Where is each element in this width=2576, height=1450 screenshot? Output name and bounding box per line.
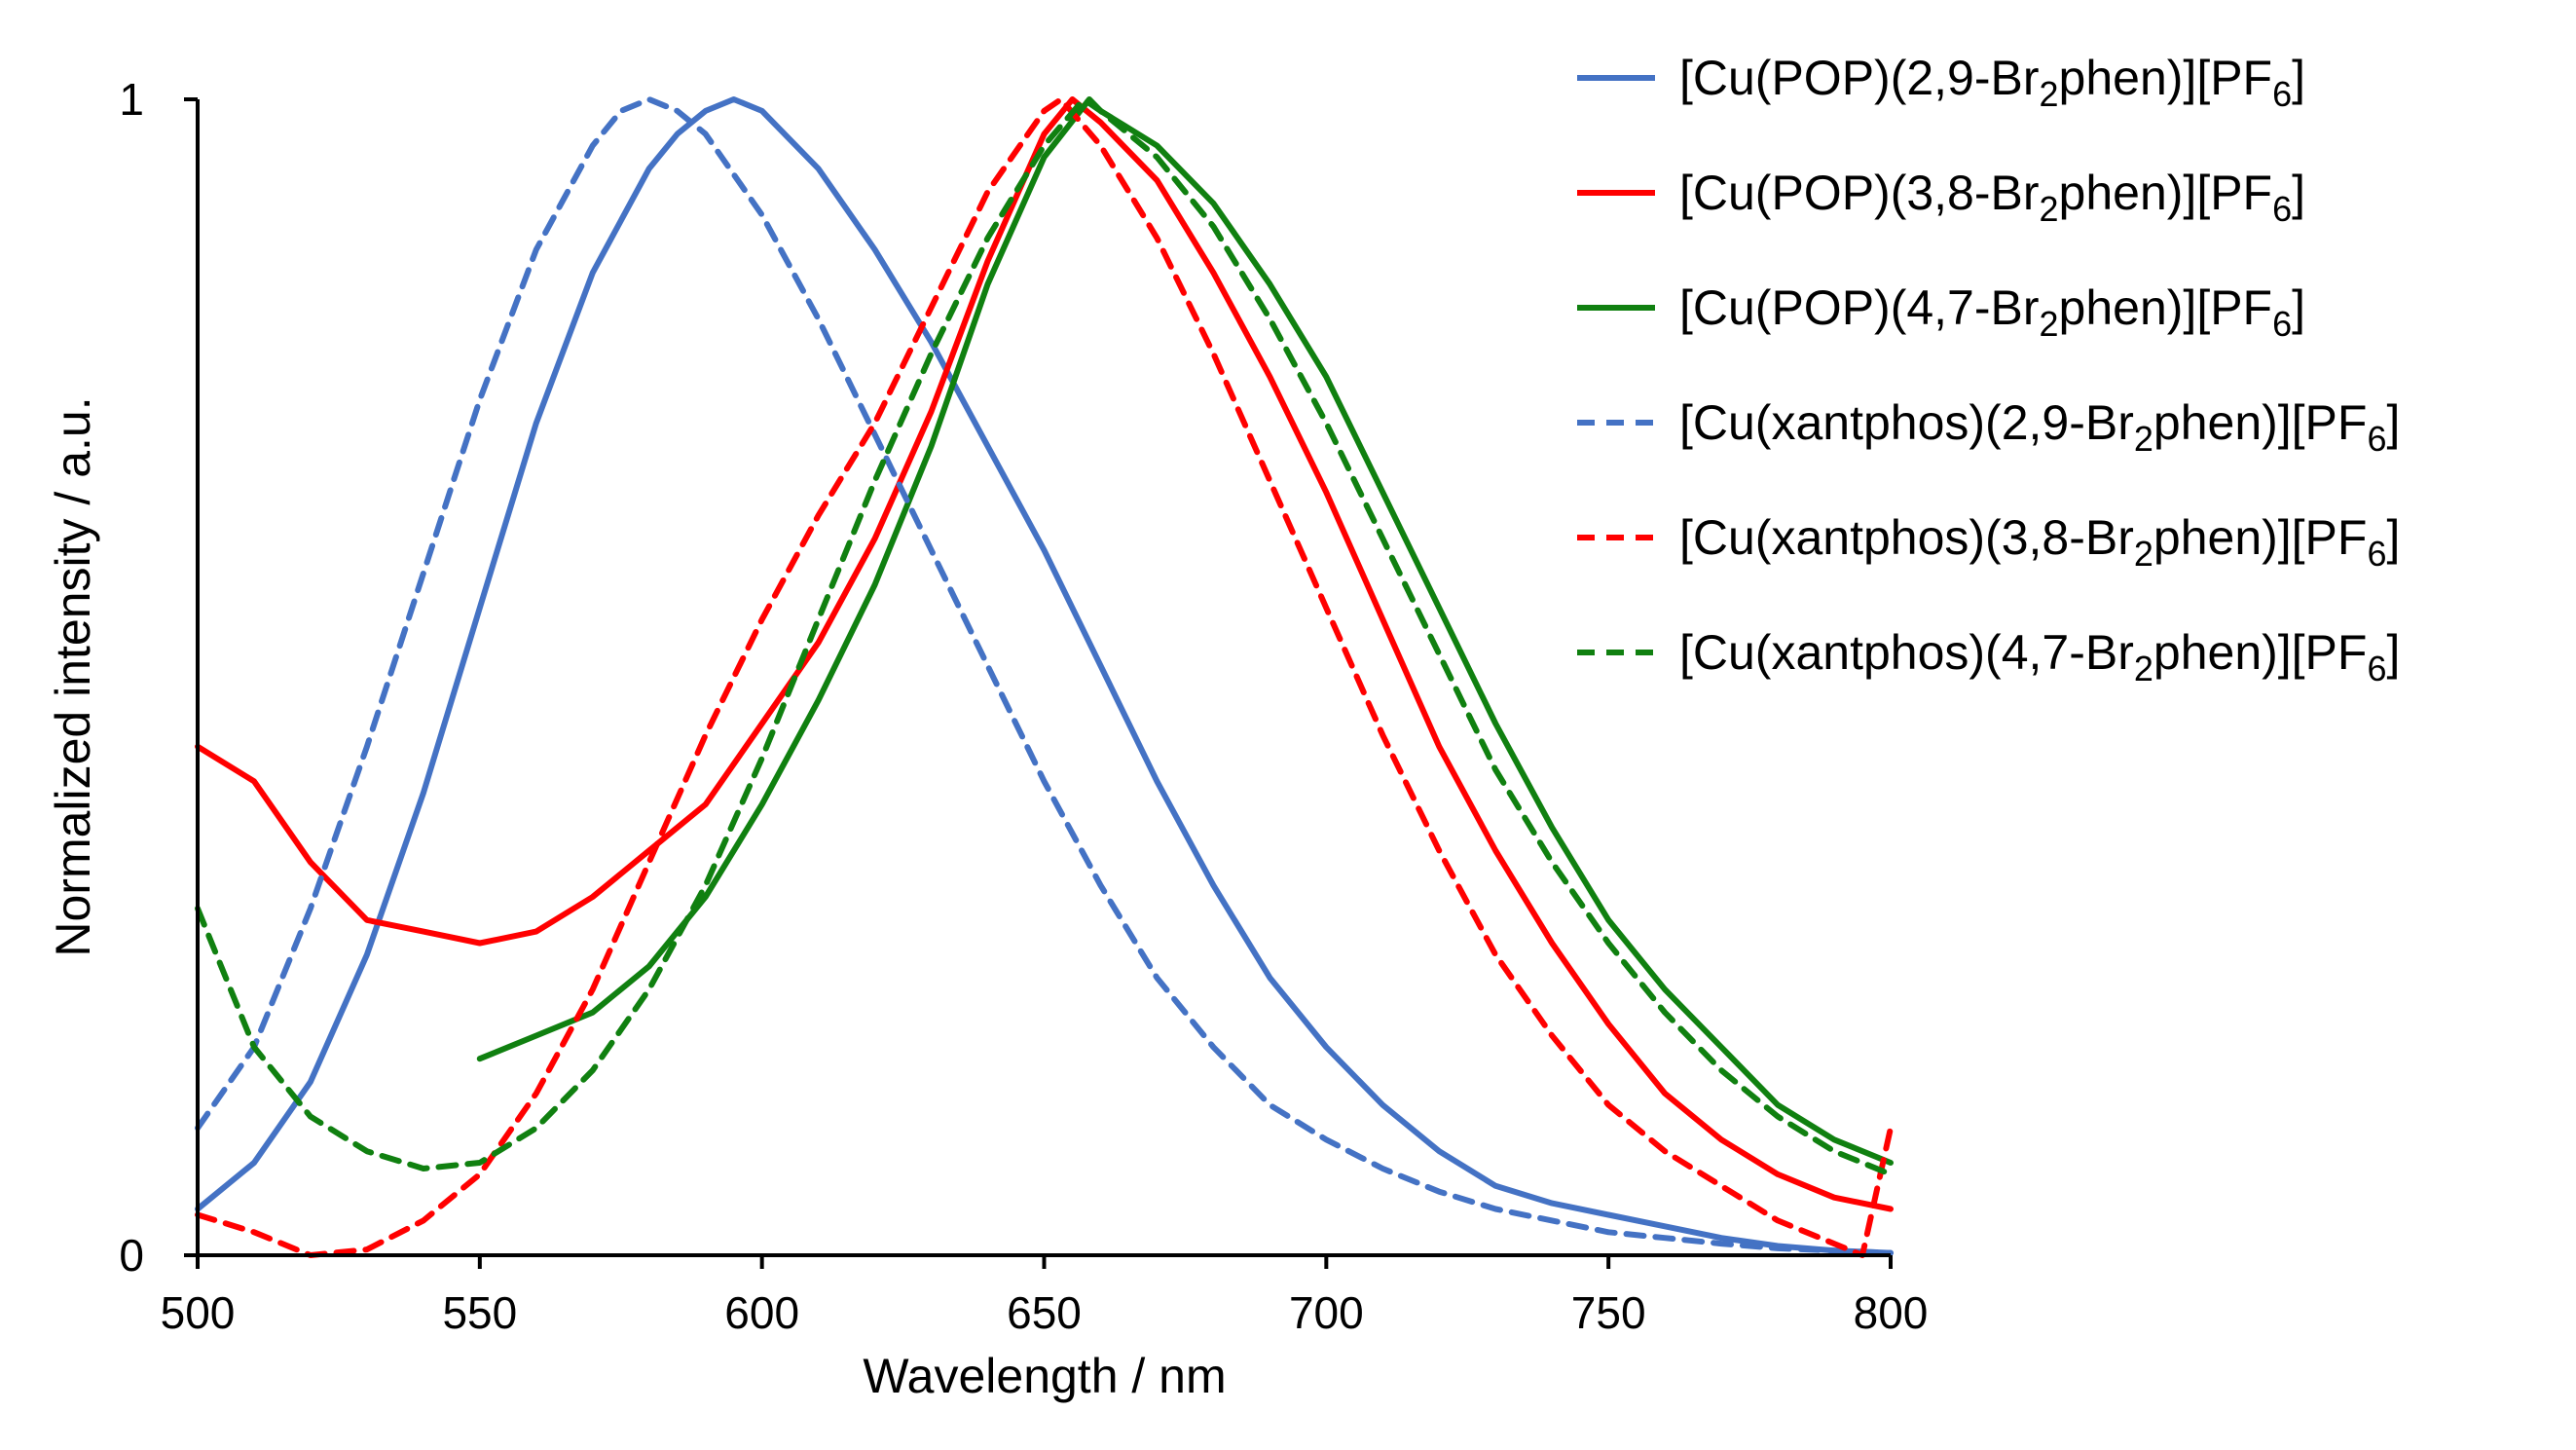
legend-label: [Cu(POP)(3,8-Br2phen)][PF6]: [1679, 166, 2305, 229]
legend-entry-3: [Cu(POP)(4,7-Br2phen)][PF6]: [1577, 280, 2305, 344]
legend-entry-4: [Cu(xantphos)(2,9-Br2phen)][PF6]: [1577, 395, 2400, 459]
legend-entry-6: [Cu(xantphos)(4,7-Br2phen)][PF6]: [1577, 625, 2400, 688]
legend-label: [Cu(xantphos)(3,8-Br2phen)][PF6]: [1679, 510, 2400, 574]
series-line-2: [195, 96, 1894, 1212]
legend-entry-5: [Cu(xantphos)(3,8-Br2phen)][PF6]: [1577, 510, 2400, 574]
x-tick-label: 500: [161, 1287, 236, 1338]
series-line-4: [195, 96, 1894, 1256]
series-line-1: [195, 96, 1894, 1256]
y-tick-label: 0: [119, 1230, 144, 1281]
legend-label: [Cu(xantphos)(4,7-Br2phen)][PF6]: [1679, 625, 2400, 688]
y-axis-label: Normalized intensity / a.u.: [46, 396, 100, 956]
x-axis-label: Wavelength / nm: [863, 1349, 1226, 1403]
x-tick-label: 750: [1571, 1287, 1646, 1338]
x-tick-label: 650: [1007, 1287, 1082, 1338]
y-tick-label: 1: [119, 74, 144, 125]
x-tick-label: 600: [724, 1287, 799, 1338]
legend-entry-1: [Cu(POP)(2,9-Br2phen)][PF6]: [1577, 51, 2305, 114]
x-tick-label: 550: [442, 1287, 517, 1338]
axes: 500 550 600 650 700 750 800 01: [119, 74, 1928, 1338]
x-ticks: 500 550 600 650 700 750 800: [161, 1255, 1929, 1338]
series-line-6: [195, 96, 1894, 1177]
plot-lines: [195, 96, 1894, 1258]
legend: [Cu(POP)(2,9-Br2phen)][PF6] [Cu(POP)(3,8-…: [1577, 51, 2400, 688]
legend-label: [Cu(xantphos)(2,9-Br2phen)][PF6]: [1679, 395, 2400, 459]
legend-label: [Cu(POP)(2,9-Br2phen)][PF6]: [1679, 51, 2305, 114]
legend-entry-2: [Cu(POP)(3,8-Br2phen)][PF6]: [1577, 166, 2305, 229]
x-tick-label: 700: [1289, 1287, 1364, 1338]
legend-label: [Cu(POP)(4,7-Br2phen)][PF6]: [1679, 280, 2305, 344]
y-ticks: 01: [119, 74, 198, 1281]
x-tick-label: 800: [1854, 1287, 1929, 1338]
series-line-3: [476, 96, 1894, 1166]
series-line-5: [195, 96, 1894, 1258]
